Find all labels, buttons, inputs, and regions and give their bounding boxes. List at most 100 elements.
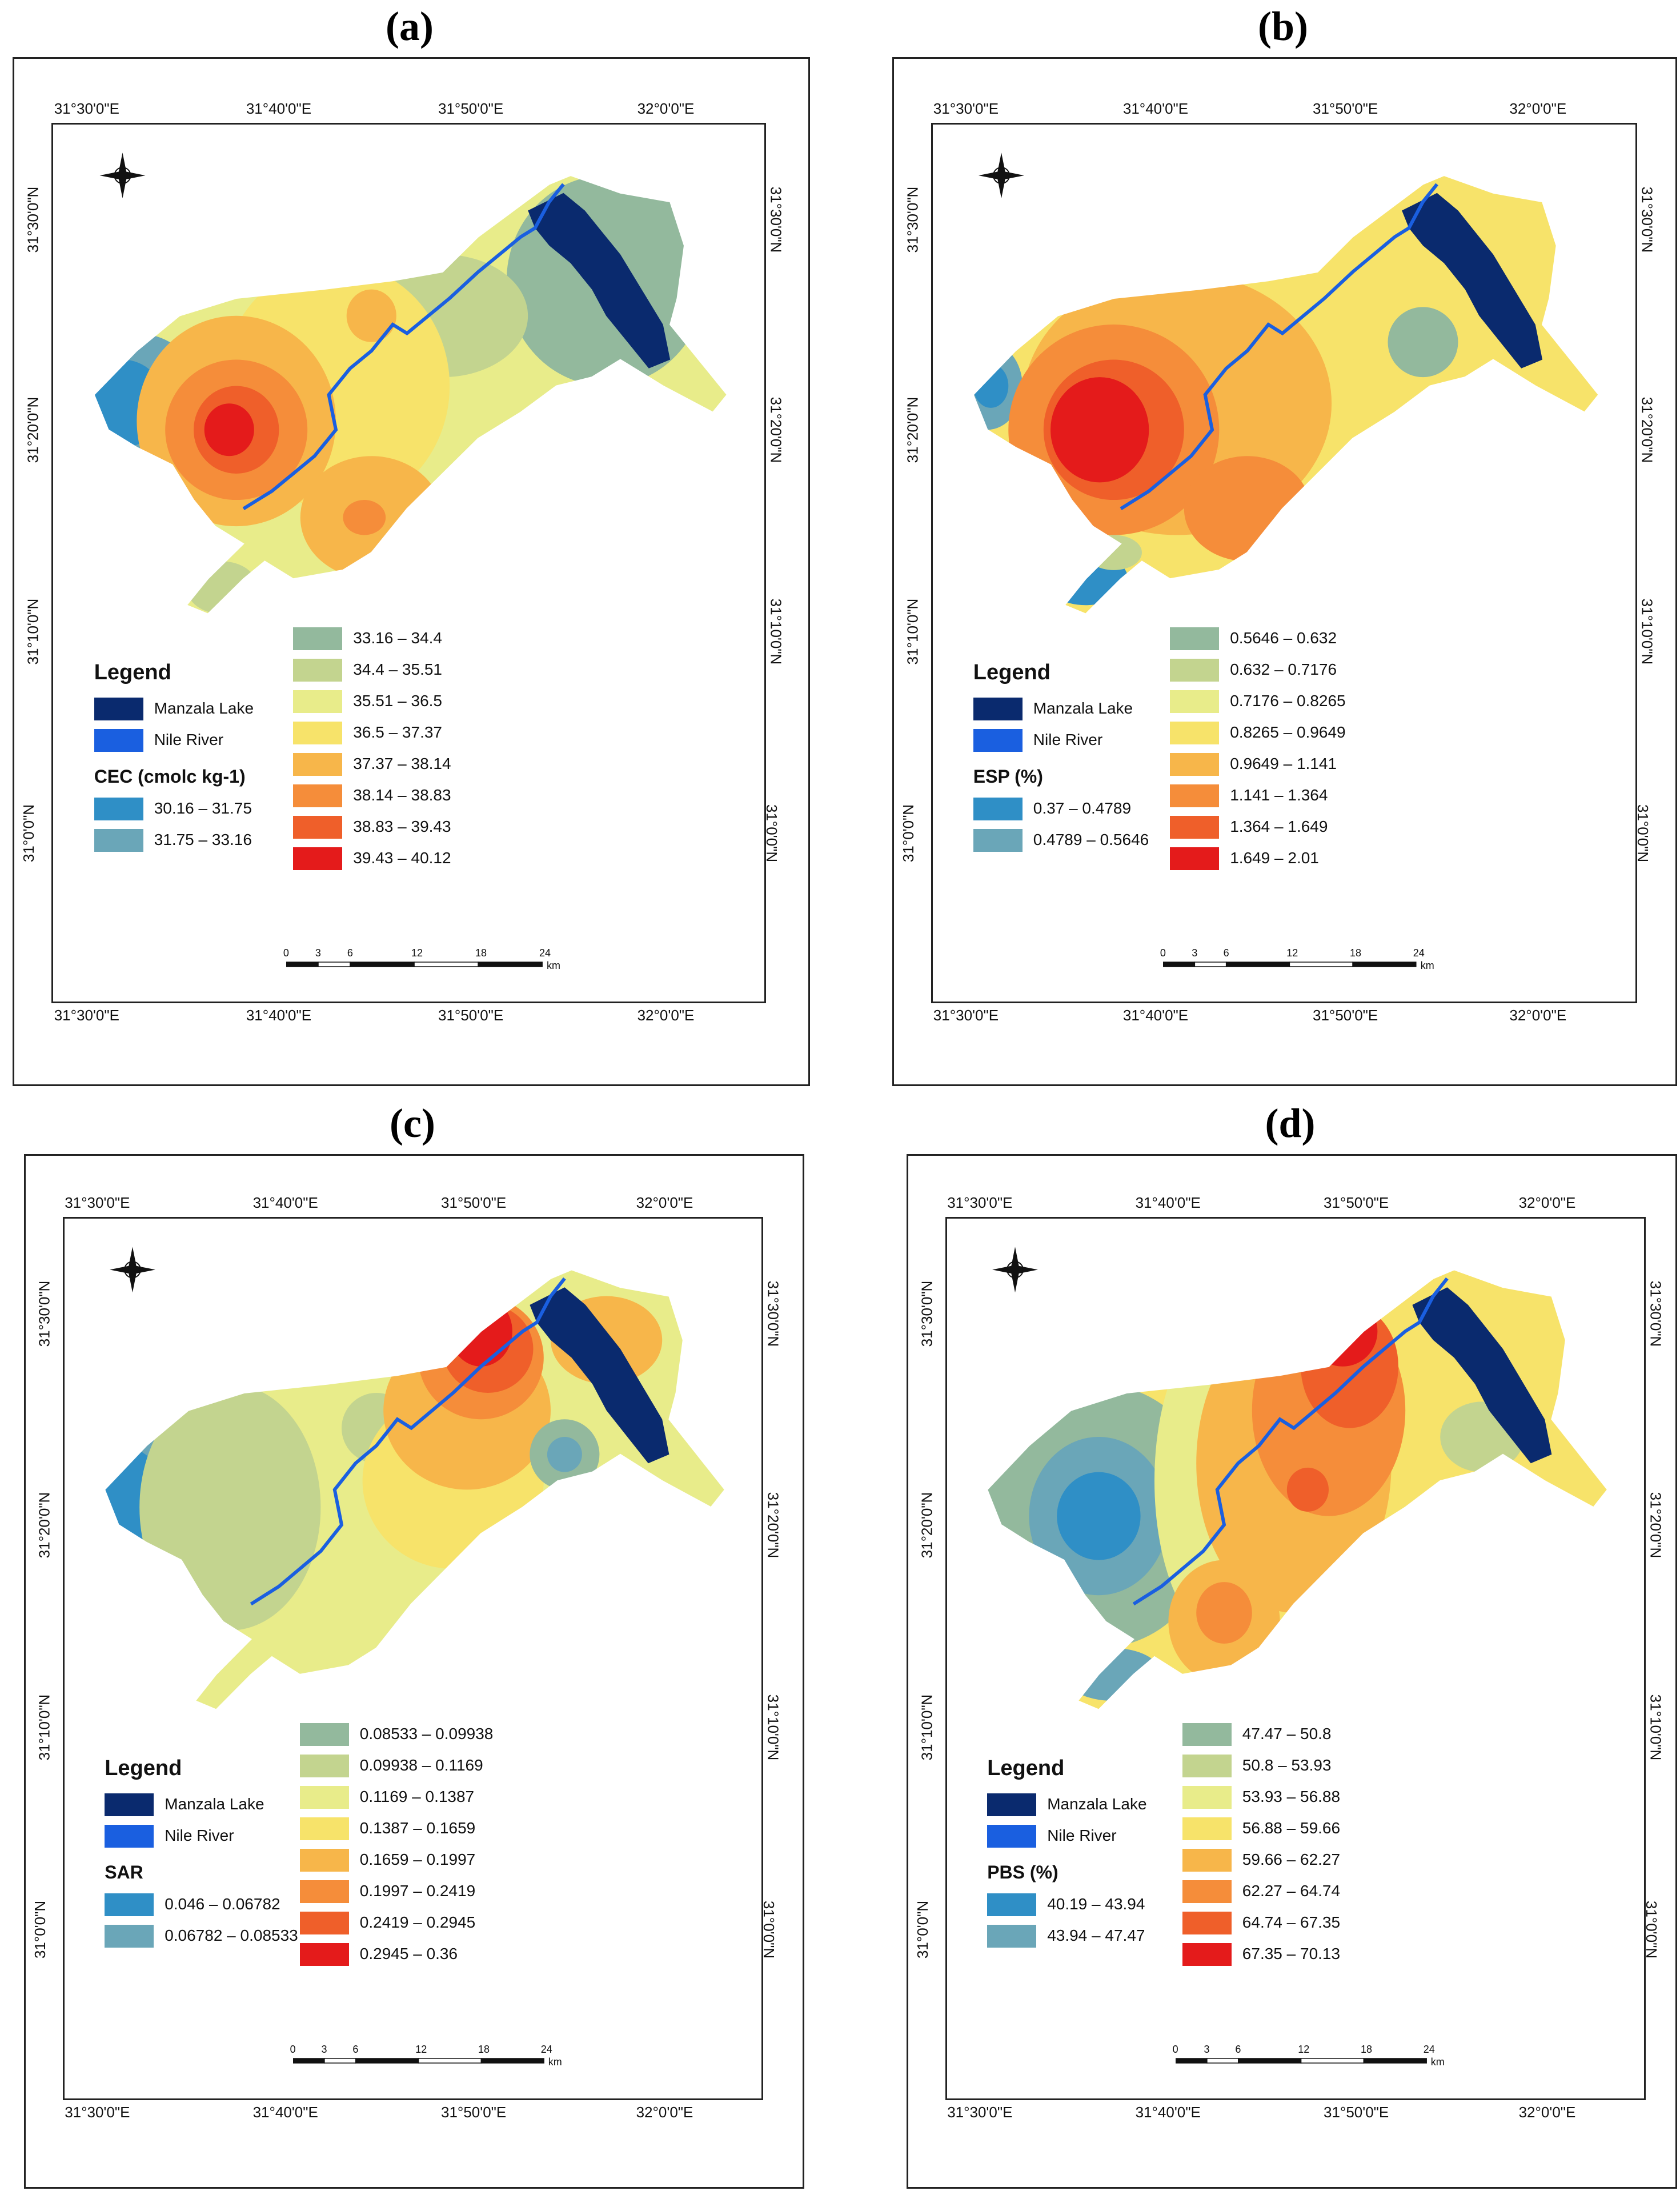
coord-right-0: 31°30'0"N [1647, 1280, 1665, 1347]
coord-left-2: 31°10'0"N [24, 598, 42, 665]
coord-right-0: 31°30'0"N [767, 186, 785, 253]
class-swatch-right-2 [293, 690, 343, 713]
panel-c-map-frame [63, 1217, 763, 2100]
coord-top-0: 31°30'0"E [54, 100, 119, 117]
coord-bottom-2: 31°50'0"E [1313, 1007, 1378, 1024]
class-swatch-right-0 [299, 1723, 349, 1746]
coord-left-1: 31°20'0"N [35, 1492, 53, 1558]
class-swatch-right-4 [1170, 752, 1220, 776]
region-outline [93, 175, 728, 615]
coord-bottom-1: 31°40'0"E [252, 2104, 318, 2121]
scale-tick-2: 6 [352, 2044, 359, 2056]
coord-left-3: 31°0'0"N [31, 1900, 49, 1959]
class-swatch-left-0 [105, 1893, 154, 1916]
coord-bottom-3: 32°0'0"E [637, 1007, 695, 1024]
coord-left-2: 31°10'0"N [35, 1694, 53, 1761]
class-swatch-right-1 [299, 1754, 349, 1777]
coord-top-1: 31°40'0"E [252, 1194, 318, 1211]
class-swatch-left-0 [94, 798, 143, 820]
legend-title: Legend [105, 1756, 182, 1780]
north-arrow-icon [99, 153, 146, 199]
scale-tick-5: 24 [539, 947, 551, 959]
coord-left-3: 31°0'0"N [914, 1900, 932, 1959]
zone-12 [186, 561, 258, 614]
class-swatch-right-2 [1170, 690, 1220, 713]
coord-top-2: 31°50'0"E [1324, 1194, 1389, 1211]
class-label-right-6: 64.74 – 67.35 [1242, 1913, 1341, 1931]
zone-10 [1196, 1582, 1252, 1644]
class-swatch-right-6 [293, 815, 343, 839]
class-swatch-right-5 [1182, 1880, 1232, 1903]
zone-2 [1057, 1472, 1141, 1560]
class-swatch-right-3 [1170, 721, 1220, 744]
scale-bar [286, 961, 543, 967]
lake-legend-label: Manzala Lake [154, 699, 254, 717]
region-outline [972, 175, 1599, 615]
lake-swatch [973, 698, 1023, 720]
coord-left-0: 31°30'0"N [35, 1280, 53, 1347]
class-swatch-right-1 [1170, 658, 1220, 682]
class-swatch-right-7 [299, 1942, 349, 1966]
coord-top-2: 31°50'0"E [438, 100, 504, 117]
coord-top-3: 32°0'0"E [637, 100, 695, 117]
class-swatch-right-3 [299, 1817, 349, 1840]
scale-unit: km [1420, 959, 1434, 971]
coord-right-2: 31°10'0"N [1647, 1694, 1665, 1761]
scale-tick-0: 0 [290, 2044, 296, 2056]
scale-tick-3: 12 [411, 947, 423, 959]
river-legend-label: Nile River [1033, 731, 1103, 748]
class-label-right-2: 35.51 – 36.5 [353, 691, 442, 710]
scale-tick-0: 0 [283, 947, 289, 959]
zone-12 [1064, 1648, 1162, 1701]
coord-bottom-1: 31°40'0"E [1122, 1007, 1189, 1024]
scale-bar [1175, 2058, 1427, 2064]
coord-right-3: 31°0'0"N [1643, 1900, 1661, 1959]
panel-b-map [972, 153, 1599, 615]
nile-river [1132, 1277, 1449, 1606]
coord-left-1: 31°20'0"N [904, 396, 921, 463]
river-swatch [105, 1825, 154, 1848]
scale-tick-4: 18 [1361, 2044, 1373, 2056]
panel-a-map-frame [51, 123, 766, 1003]
coord-left-0: 31°30'0"N [24, 186, 42, 253]
coord-right-2: 31°10'0"N [767, 598, 785, 665]
coord-right-1: 31°20'0"N [764, 1492, 782, 1558]
coord-left-1: 31°20'0"N [918, 1492, 936, 1558]
class-swatch-right-2 [1182, 1785, 1232, 1809]
scale-tick-1: 3 [315, 947, 321, 959]
river-legend-label: Nile River [1047, 1827, 1117, 1844]
class-label-right-1: 0.632 – 0.7176 [1230, 660, 1337, 678]
scale-tick-0: 0 [1172, 2044, 1178, 2056]
zone-1 [973, 364, 1009, 408]
class-swatch-right-7 [293, 847, 343, 870]
coord-right-1: 31°20'0"N [1647, 1492, 1665, 1558]
river-swatch [973, 729, 1023, 752]
class-label-right-6: 1.364 – 1.649 [1230, 817, 1328, 835]
variable-title: CEC (cmolc kg-1) [94, 766, 246, 787]
scale-tick-5: 24 [540, 2044, 552, 2056]
class-swatch-right-5 [299, 1880, 349, 1903]
coord-bottom-2: 31°50'0"E [441, 2104, 507, 2121]
lake-swatch [987, 1793, 1037, 1816]
scale-tick-3: 12 [1298, 2044, 1310, 2056]
coord-left-3: 31°0'0"N [900, 804, 917, 863]
class-swatch-right-6 [1170, 815, 1220, 839]
scale-tick-4: 18 [1350, 947, 1362, 959]
panel-b-label: (b) [1258, 3, 1308, 49]
class-label-right-0: 33.16 – 34.4 [353, 628, 442, 647]
coord-bottom-3: 32°0'0"E [1518, 2104, 1576, 2121]
class-label-right-2: 0.1169 – 0.1387 [359, 1787, 475, 1805]
coord-right-1: 31°20'0"N [1638, 396, 1656, 463]
panel-c-label: (c) [390, 1100, 435, 1146]
coord-top-2: 31°50'0"E [1313, 100, 1378, 117]
coord-top-0: 31°30'0"E [933, 100, 999, 117]
panel-d-label: (d) [1265, 1100, 1316, 1146]
scale-unit: km [547, 959, 561, 971]
nile-river [1120, 183, 1438, 510]
class-label-right-5: 0.1997 – 0.2419 [359, 1881, 476, 1900]
coord-left-0: 31°30'0"N [904, 186, 921, 253]
coord-top-1: 31°40'0"E [1122, 100, 1189, 117]
lake-swatch [105, 1793, 154, 1816]
legend-title: Legend [973, 660, 1050, 684]
zone-11 [547, 1437, 582, 1472]
